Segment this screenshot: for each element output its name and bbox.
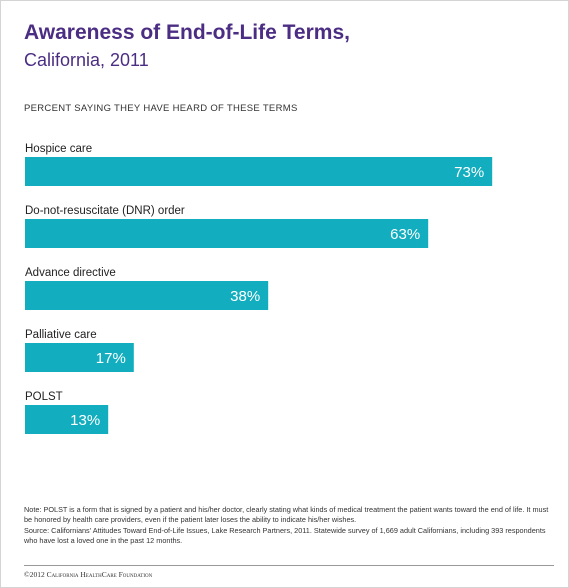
bar-value-label: 63%: [390, 226, 420, 243]
bar-value-label: 17%: [96, 350, 126, 367]
bar-category-label: Do-not-resuscitate (DNR) order: [25, 205, 185, 217]
chart-caption: PERCENT SAYING THEY HAVE HEARD OF THESE …: [24, 103, 298, 114]
footer-divider: [24, 565, 554, 566]
chart-notes: Note: POLST is a form that is signed by …: [24, 505, 554, 547]
copyright: ©2012 California HealthCare Foundation: [24, 570, 153, 579]
bar: [25, 157, 493, 186]
bar-category-label: Hospice care: [25, 143, 92, 155]
note-text: Note: POLST is a form that is signed by …: [24, 505, 549, 524]
bar-value-label: 13%: [70, 412, 100, 429]
bar-chart: Hospice care 73% Do-not-resuscitate (DNR) …: [25, 143, 493, 434]
bar: [25, 219, 429, 248]
bar: [25, 281, 269, 310]
bar-value-label: 73%: [454, 164, 484, 181]
bar-category-label: Palliative care: [25, 329, 97, 341]
bar-category-label: POLST: [25, 391, 63, 403]
chart-title: Awareness of End-of-Life Terms,: [24, 21, 350, 44]
bar-category-label: Advance directive: [25, 267, 116, 279]
source-text: Source: Californians' Attitudes Toward E…: [24, 526, 546, 545]
bar: [25, 405, 109, 434]
bar: [25, 343, 134, 372]
bar-value-label: 38%: [230, 288, 260, 305]
chart-subtitle: California, 2011: [24, 50, 149, 70]
